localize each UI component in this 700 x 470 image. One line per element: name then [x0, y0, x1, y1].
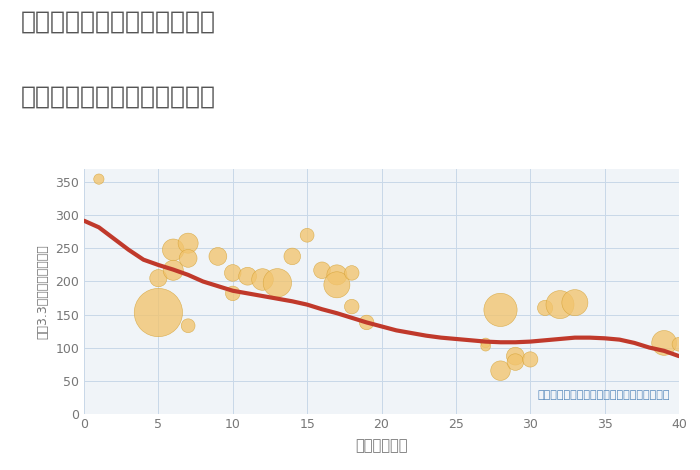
Point — [212, 253, 223, 260]
Y-axis label: 坪（3.3㎡）単価（万円）: 坪（3.3㎡）単価（万円） — [36, 244, 50, 339]
X-axis label: 築年数（年）: 築年数（年） — [355, 439, 407, 454]
Point — [673, 340, 685, 348]
Point — [168, 246, 179, 253]
Point — [93, 175, 104, 183]
Point — [495, 367, 506, 375]
Point — [302, 232, 313, 239]
Point — [183, 255, 194, 262]
Point — [525, 356, 536, 363]
Point — [331, 281, 342, 289]
Point — [272, 279, 283, 287]
Point — [510, 358, 521, 366]
Point — [153, 309, 164, 316]
Point — [183, 239, 194, 247]
Point — [227, 269, 238, 277]
Point — [227, 290, 238, 297]
Point — [495, 306, 506, 313]
Point — [331, 271, 342, 279]
Point — [554, 301, 566, 308]
Text: 築年数別中古マンション価格: 築年数別中古マンション価格 — [21, 85, 216, 109]
Point — [659, 339, 670, 347]
Point — [510, 352, 521, 360]
Point — [346, 303, 357, 310]
Point — [569, 299, 580, 306]
Point — [168, 266, 179, 274]
Point — [480, 339, 491, 347]
Point — [540, 304, 551, 312]
Text: 円の大きさは、取引のあった物件面積を示す: 円の大きさは、取引のあった物件面積を示す — [538, 390, 670, 400]
Point — [242, 273, 253, 280]
Text: 大阪府大阪市天王寺区国分町: 大阪府大阪市天王寺区国分町 — [21, 9, 216, 33]
Point — [287, 253, 298, 260]
Point — [153, 274, 164, 282]
Point — [346, 269, 357, 277]
Point — [183, 322, 194, 329]
Point — [316, 266, 328, 274]
Point — [361, 319, 372, 326]
Point — [257, 276, 268, 283]
Point — [480, 343, 491, 350]
